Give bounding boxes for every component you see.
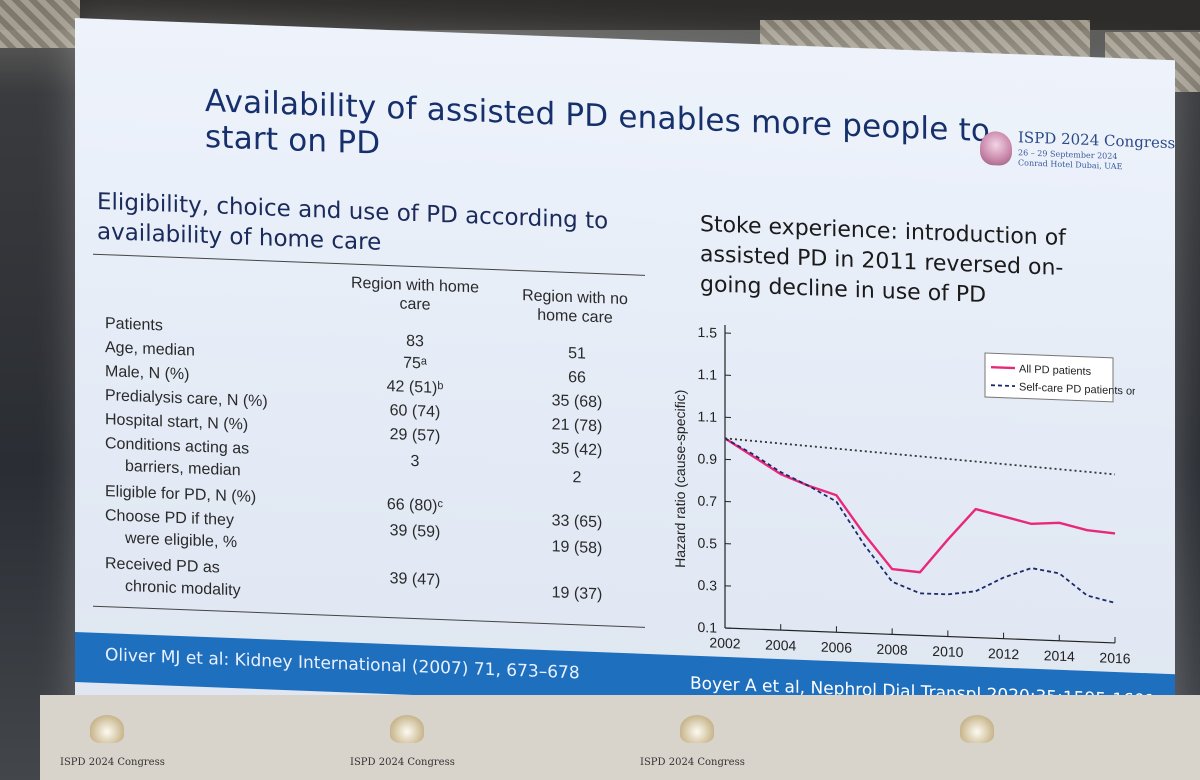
wall-ornament-left	[0, 0, 80, 48]
legend-label: All PD patients	[1019, 363, 1092, 378]
column-header-no-home-care: Region with no home care	[522, 287, 628, 327]
series-line-0	[724, 437, 1116, 574]
x-axis	[725, 627, 1115, 644]
series-line-2	[724, 437, 1116, 476]
projection-screen: Availability of assisted PD enables more…	[75, 18, 1175, 761]
legend-swatch	[991, 365, 1015, 370]
cell-home: 83	[406, 332, 424, 351]
cell-nohome: 2	[572, 469, 582, 487]
pearl-shell-icon	[390, 715, 424, 743]
cell-nohome: 21 (78)	[551, 416, 603, 436]
pearl-shell-icon	[680, 715, 714, 743]
y-axis-label: Hazard ratio (cause-specific)	[672, 389, 688, 568]
row-label: Age, median	[105, 339, 195, 360]
reference-left: Oliver MJ et al: Kidney International (2…	[105, 645, 580, 684]
slide-title: Availability of assisted PD enables more…	[205, 82, 991, 162]
table-bottom-rule	[93, 605, 645, 628]
cell-nohome: 51	[568, 344, 586, 363]
y-tick-label: 0.7	[698, 492, 718, 509]
x-tick-label: 2002	[709, 634, 740, 651]
legend-swatch	[991, 384, 1015, 388]
y-tick-label: 0.9	[698, 450, 718, 467]
cell-nohome: 19 (58)	[551, 538, 603, 558]
row-label: Eligible for PD, N (%)	[105, 483, 257, 506]
row-label: Conditions acting as	[105, 435, 250, 458]
cell-home: 66 (80)ᶜ	[386, 495, 444, 516]
row-label: Patients	[105, 315, 163, 335]
congress-backdrop-strip: ISPD 2024 Congress ISPD 2024 Congress IS…	[40, 695, 1200, 780]
y-tick-label: 0.5	[698, 535, 718, 552]
column-header-home-care: Region with home care	[350, 274, 480, 314]
row-label: Hospital start, N (%)	[105, 411, 249, 434]
strip-text: ISPD 2024 Congress	[350, 757, 455, 768]
row-label: Predialysis care, N (%)	[105, 387, 268, 411]
cell-home: 29 (57)	[389, 426, 441, 446]
y-tick-label: 0.1	[698, 619, 718, 636]
row-label-continued: barriers, median	[125, 457, 241, 480]
cell-home: 39 (59)	[389, 522, 441, 542]
cell-home: 3	[410, 452, 420, 471]
congress-logo: ISPD 2024 Congress 26 – 29 September 202…	[980, 125, 1175, 202]
cell-nohome: 19 (37)	[551, 584, 603, 604]
legend-label: Self-care PD patients only	[1019, 381, 1135, 398]
cell-home: 39 (47)	[389, 570, 441, 590]
pearl-shell-icon	[960, 715, 994, 743]
cell-home: 60 (74)	[389, 402, 441, 422]
legend-box	[984, 352, 1114, 403]
y-tick-label: 1.1	[698, 366, 718, 383]
y-tick-label: 1.5	[698, 324, 718, 341]
eligibility-table: Region with home care Region with no hom…	[85, 253, 645, 655]
y-tick-label: 1.1	[698, 408, 718, 425]
row-label-continued: were eligible, %	[125, 529, 238, 552]
row-label-continued: chronic modality	[125, 577, 241, 600]
strip-text: ISPD 2024 Congress	[60, 757, 165, 768]
y-tick-label: 0.3	[698, 577, 718, 594]
cell-nohome: 66	[568, 368, 586, 387]
pearl-shell-icon	[90, 715, 124, 743]
cell-nohome: 33 (65)	[551, 512, 603, 532]
pearl-shell-icon	[980, 130, 1012, 166]
cell-nohome: 35 (68)	[551, 392, 603, 412]
cell-home: 75ᵃ	[403, 354, 427, 373]
x-tick-label: 2014	[1044, 647, 1075, 664]
x-tick-label: 2012	[988, 645, 1019, 662]
series-line-1	[724, 437, 1116, 604]
row-label: Male, N (%)	[105, 363, 190, 384]
x-tick-label: 2006	[821, 639, 852, 656]
row-label: Choose PD if they	[105, 507, 234, 530]
x-tick-label: 2010	[932, 643, 963, 660]
x-tick-label: 2008	[877, 641, 908, 658]
cell-nohome: 35 (42)	[551, 440, 603, 460]
x-tick-label: 2004	[765, 637, 796, 654]
x-tick-label: 2016	[1099, 649, 1130, 666]
strip-text: ISPD 2024 Congress	[640, 757, 745, 768]
cell-home: 42 (51)ᵇ	[386, 377, 444, 398]
row-label: Received PD as	[105, 555, 220, 577]
